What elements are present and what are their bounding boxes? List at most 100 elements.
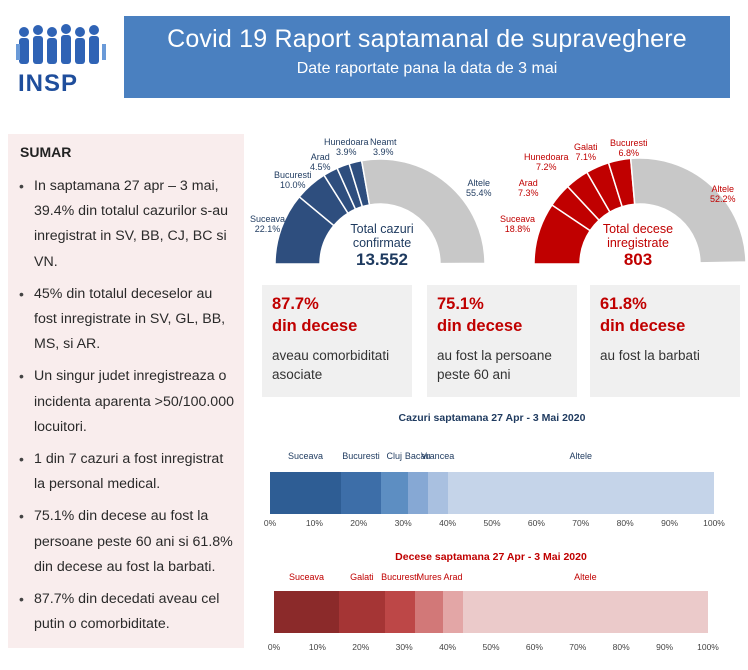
axis-tick-label: 30% bbox=[395, 642, 413, 652]
summary-item: 45% din totalul deceselor au fost inregi… bbox=[18, 282, 234, 358]
summary-item: Un singur judet inregistreaza o incident… bbox=[18, 364, 234, 440]
gauge-label-neamt: Neamt 3.9% bbox=[370, 137, 397, 157]
bar-segment-bacau bbox=[407, 472, 428, 514]
stat-value: 61.8% bbox=[600, 295, 647, 313]
bar-segment-arad bbox=[443, 591, 463, 633]
stat-unit: din decese bbox=[437, 317, 523, 335]
stat-text: au fost la barbati bbox=[600, 348, 700, 363]
gauge-center: Total decese inregistrate 803 bbox=[588, 222, 688, 269]
axis-tick-label: 0% bbox=[263, 518, 277, 528]
gauge-label-hunedoara: Hunedoara 3.9% bbox=[324, 137, 369, 157]
axis-tick-label: 40% bbox=[439, 642, 457, 652]
people-icon bbox=[16, 24, 106, 64]
gauge-label-altele: Altele 52.2% bbox=[710, 184, 736, 204]
gauge-label-suceava: Suceava 22.1% bbox=[250, 214, 286, 234]
bar-label-mures: Mures bbox=[416, 572, 442, 582]
bar-label-suceava: Suceava bbox=[288, 451, 324, 461]
axis-tick-label: 10% bbox=[308, 642, 326, 652]
bar-label-galati: Galati bbox=[350, 572, 374, 582]
gauge-label-galati: Galati 7.1% bbox=[574, 142, 598, 162]
stat-text: aveau comorbiditati asociate bbox=[272, 348, 390, 382]
cases-gauge-chart: Suceava 22.1% Bucuresti 10.0% Arad 4.5% Hun… bbox=[250, 132, 510, 282]
stat-unit: din decese bbox=[272, 317, 358, 335]
axis-tick-label: 60% bbox=[525, 642, 543, 652]
gauge-center-label: Total cazuri confirmate bbox=[350, 222, 414, 250]
gauge-label-bucuresti: Bucuresti 10.0% bbox=[274, 170, 312, 190]
stat-value: 87.7% bbox=[272, 295, 319, 313]
axis-tick-label: 50% bbox=[482, 642, 500, 652]
deaths-bar-title: Decese saptamana 27 Apr - 3 Mai 2020 bbox=[395, 551, 587, 563]
insp-logo: INSP bbox=[14, 22, 110, 98]
bar-label-arad: Arad bbox=[443, 572, 463, 582]
axis-tick-label: 60% bbox=[527, 518, 545, 528]
stat-card-over-60: 75.1% din decese au fost la persoane pes… bbox=[427, 285, 577, 397]
summary-item: In saptamana 27 apr – 3 mai, 39.4% din t… bbox=[18, 174, 234, 275]
bar-label-bacau: Bacau bbox=[404, 451, 431, 461]
gauge-label-altele: Altele 55.4% bbox=[466, 178, 492, 198]
gauge-label-suceava: Suceava 18.8% bbox=[500, 214, 536, 234]
axis-tick-label: 20% bbox=[352, 642, 370, 652]
bar-label-altele: Altele bbox=[569, 451, 593, 461]
report-title: Covid 19 Raport saptamanal de supraveghe… bbox=[167, 25, 687, 53]
summary-item: 75.1% din decese au fost la persoane pes… bbox=[18, 504, 234, 580]
gauge-total: 13.552 bbox=[356, 250, 408, 269]
summary-item: 87.7% din decedati aveau cel putin o com… bbox=[18, 587, 234, 637]
axis-tick-label: 70% bbox=[569, 642, 587, 652]
axis-tick-label: 30% bbox=[394, 518, 412, 528]
gauge-center: Total cazuri confirmate 13.552 bbox=[332, 222, 432, 269]
report-subtitle: Date raportate pana la data de 3 mai bbox=[296, 60, 558, 77]
axis-tick-label: 20% bbox=[350, 518, 368, 528]
stat-value: 75.1% bbox=[437, 295, 484, 313]
stat-text: au fost la persoane peste 60 ani bbox=[437, 348, 552, 382]
report-header: Covid 19 Raport saptamanal de supraveghe… bbox=[124, 16, 730, 98]
deaths-stacked-bar bbox=[274, 591, 708, 633]
stat-card-comorbidities: 87.7% din decese aveau comorbiditati aso… bbox=[262, 285, 412, 397]
axis-tick-label: 100% bbox=[697, 642, 719, 652]
axis-tick-label: 80% bbox=[612, 642, 630, 652]
bar-label-bucuresti: Bucuresti bbox=[342, 451, 380, 461]
axis-tick-label: 80% bbox=[616, 518, 634, 528]
gauge-slice-altele bbox=[360, 158, 486, 265]
gauge-label-hunedoara: Hunedoara 7.2% bbox=[524, 152, 569, 172]
summary-panel: SUMAR In saptamana 27 apr – 3 mai, 39.4%… bbox=[8, 134, 244, 648]
bar-label-vrancea: Vrancea bbox=[421, 451, 455, 461]
axis-tick-label: 40% bbox=[439, 518, 457, 528]
stat-unit: din decese bbox=[600, 317, 686, 335]
gauge-slice-altele bbox=[629, 157, 747, 264]
summary-list: In saptamana 27 apr – 3 mai, 39.4% din t… bbox=[18, 174, 234, 637]
gauge-label-arad: Arad 7.3% bbox=[518, 178, 539, 198]
bar-segment-galati bbox=[339, 591, 385, 633]
bar-segment-vrancea bbox=[427, 472, 448, 514]
bar-segment-cluj bbox=[380, 472, 408, 514]
bar-segment-suceava bbox=[274, 591, 340, 633]
stat-card-men: 61.8% din decese au fost la barbati bbox=[590, 285, 740, 397]
axis-tick-label: 90% bbox=[661, 518, 679, 528]
bar-segment-altele bbox=[462, 591, 708, 633]
bar-segment-mures bbox=[415, 591, 444, 633]
cases-gauge-svg bbox=[274, 158, 486, 265]
cases-bar-title: Cazuri saptamana 27 Apr - 3 Mai 2020 bbox=[398, 412, 586, 424]
axis-tick-label: 10% bbox=[305, 518, 323, 528]
axis-tick-label: 0% bbox=[267, 642, 281, 652]
gauge-center-label: Total decese inregistrate bbox=[602, 222, 674, 250]
bar-segment-suceava bbox=[270, 472, 342, 514]
bar-segment-bucuresti bbox=[341, 472, 381, 514]
bar-label-altele: Altele bbox=[574, 572, 597, 582]
axis-tick-label: 70% bbox=[572, 518, 590, 528]
bar-label-bucuresti: Bucuresti bbox=[381, 572, 419, 582]
deaths-gauge-chart: Suceava 18.8% Arad 7.3% Hunedoara 7.2% Gala… bbox=[488, 132, 747, 282]
summary-title: SUMAR bbox=[20, 144, 72, 160]
deaths-gauge-svg bbox=[533, 157, 747, 265]
axis-tick-label: 100% bbox=[703, 518, 725, 528]
bar-segment-bucuresti bbox=[384, 591, 416, 633]
bar-segment-altele bbox=[447, 472, 714, 514]
axis-tick-label: 50% bbox=[483, 518, 501, 528]
bar-label-cluj: Cluj bbox=[386, 451, 403, 461]
logo-text: INSP bbox=[18, 70, 79, 97]
cases-stacked-bar bbox=[270, 472, 714, 514]
summary-item: 1 din 7 cazuri a fost inregistrat la per… bbox=[18, 447, 234, 497]
gauge-label-arad: Arad 4.5% bbox=[310, 152, 331, 172]
axis-tick-label: 90% bbox=[656, 642, 674, 652]
bar-label-suceava: Suceava bbox=[289, 572, 325, 582]
gauge-total: 803 bbox=[623, 250, 653, 269]
